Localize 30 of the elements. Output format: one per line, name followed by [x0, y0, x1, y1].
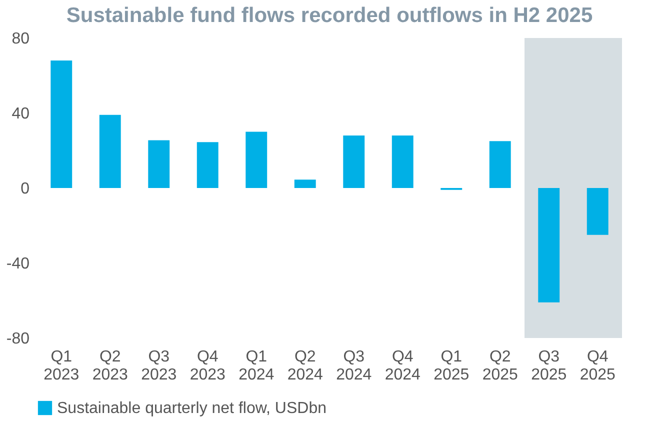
y-tick-label: -80	[6, 330, 30, 348]
bar	[148, 140, 170, 188]
x-tick-label: Q1 2025	[434, 348, 470, 384]
x-tick-label: Q1 2024	[238, 348, 274, 384]
x-tick-label: Q4 2024	[384, 348, 421, 384]
bar	[246, 132, 268, 188]
x-tick-label: Q2 2023	[92, 348, 128, 384]
y-tick-label: -40	[6, 256, 30, 272]
bar	[489, 141, 511, 188]
bar	[294, 180, 316, 188]
legend-label: Sustainable quarterly net flow, USDbn	[57, 400, 326, 417]
x-tick-label: Q3 2023	[141, 348, 177, 384]
y-tick-label: 0	[20, 180, 30, 198]
bar	[343, 136, 365, 188]
chart-title: Sustainable fund flows recorded outflows in H2 2025	[66, 4, 593, 27]
x-tick-label: Q4 2023	[190, 348, 226, 384]
x-tick-label: Q3 2025	[531, 348, 567, 384]
y-tick-label: 40	[12, 106, 30, 122]
bar	[196, 142, 218, 188]
bar	[538, 188, 560, 302]
bar	[586, 188, 608, 235]
bar	[392, 136, 414, 188]
x-tick-label: Q2 2025	[482, 348, 518, 384]
x-tick-label: Q1 2023	[44, 348, 80, 384]
x-tick-label: Q2 2024	[287, 348, 324, 384]
y-tick-label: 80	[12, 30, 30, 48]
bar	[99, 114, 121, 188]
x-tick-label: Q3 2024	[336, 348, 372, 384]
x-tick-label: Q4 2025	[580, 348, 616, 384]
bar	[50, 60, 72, 188]
